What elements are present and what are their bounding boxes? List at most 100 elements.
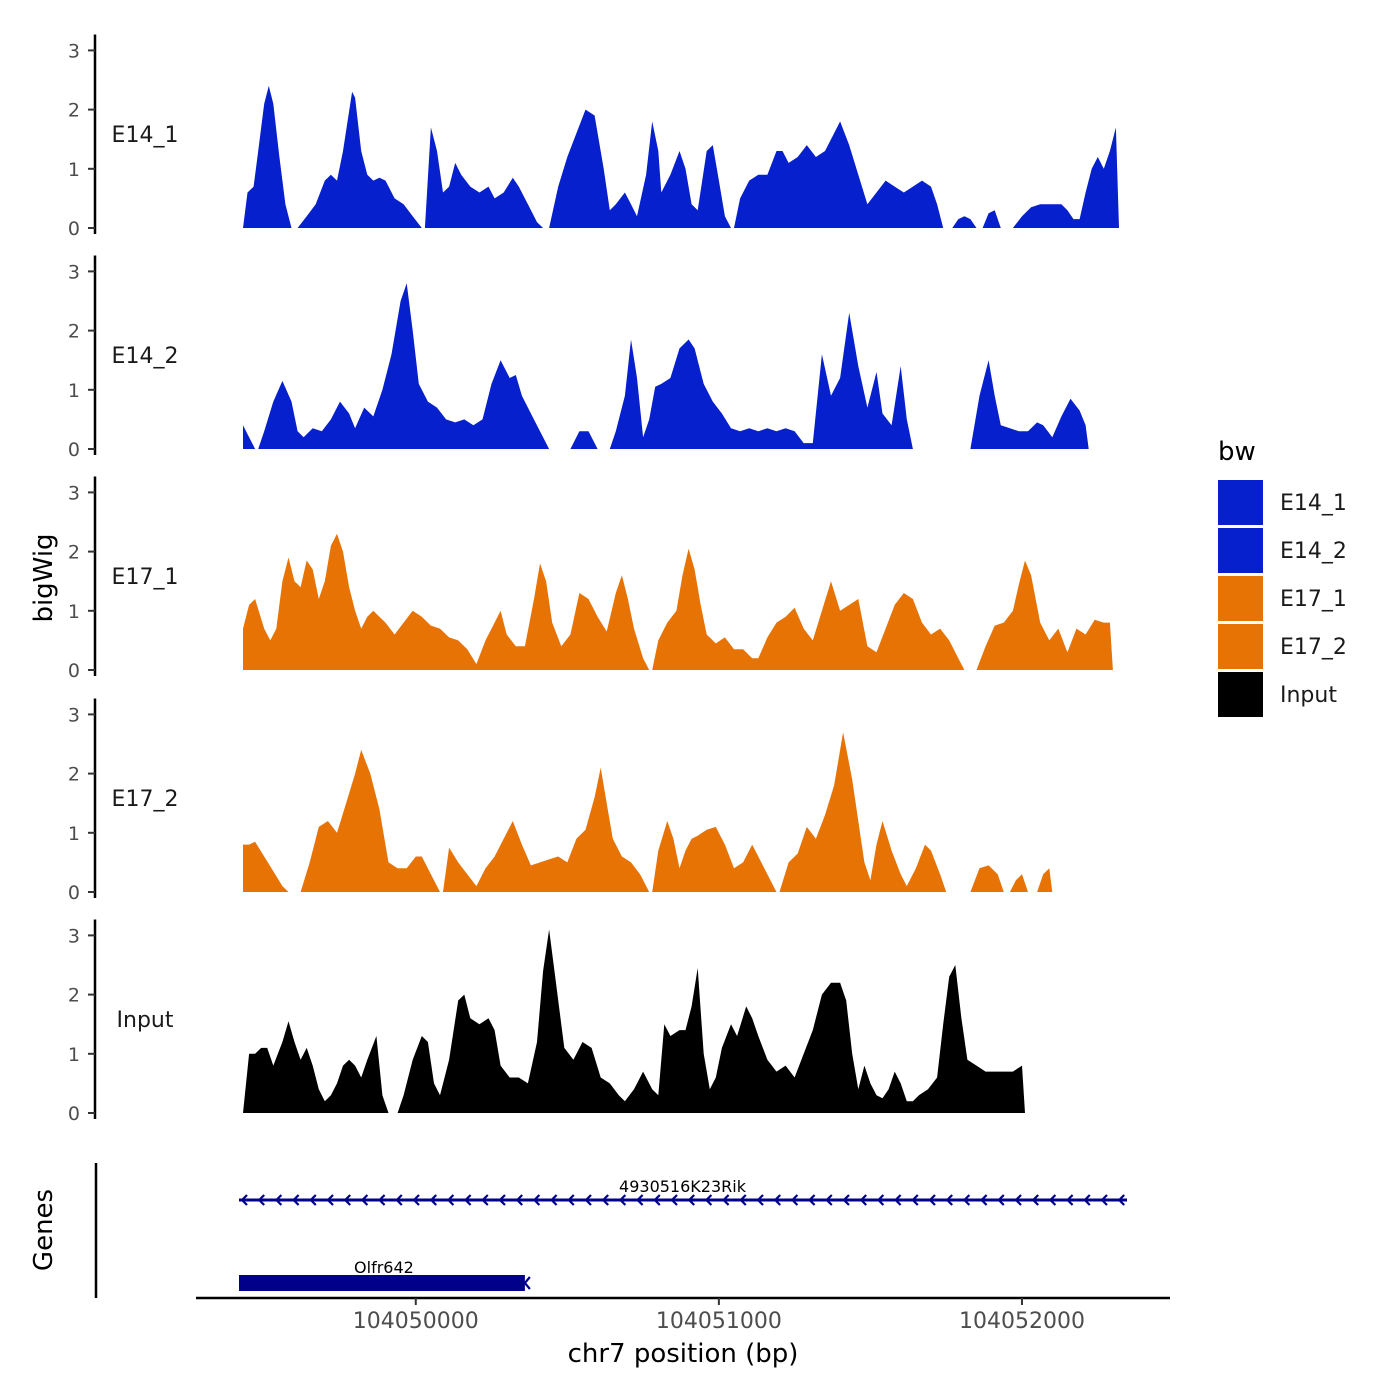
coverage-area [570, 431, 598, 449]
gene-track: Genes 4930516K23Rik Olfr642 [29, 1163, 1127, 1298]
strand-chevron [515, 1194, 523, 1206]
strand-chevron [980, 1194, 988, 1206]
strand-chevron [326, 1194, 334, 1206]
strand-chevron [292, 1194, 300, 1206]
coverage-area [549, 109, 731, 228]
strand-chevron [523, 1276, 531, 1290]
strand-chevron [1066, 1194, 1074, 1206]
legend-label: E17_2 [1280, 635, 1347, 660]
coverage-area [976, 560, 1113, 670]
y-tick-label: 3 [68, 261, 80, 283]
y-tick-label: 1 [68, 380, 80, 402]
gene-name: Olfr642 [354, 1258, 414, 1277]
y-tick-label: 1 [68, 823, 80, 845]
strand-chevron [859, 1194, 867, 1206]
strand-chevron [1100, 1194, 1108, 1206]
strand-chevron [945, 1194, 953, 1206]
track-E17_2: 0 1 2 3 E17_2 [68, 698, 1053, 904]
coverage-area [443, 767, 650, 892]
y-tick-label: 3 [68, 40, 80, 62]
x-tick-label: 104051000 [656, 1309, 782, 1334]
strand-chevron [498, 1194, 506, 1206]
strand-chevron [378, 1194, 386, 1206]
y-tick-label: 0 [68, 1103, 80, 1125]
coverage-area [970, 360, 1089, 449]
strand-chevron [1048, 1194, 1057, 1206]
gene-track-label: Genes [29, 1189, 59, 1271]
coverage-area [243, 425, 256, 449]
legend-swatch [1218, 672, 1263, 717]
track-Input: 0 1 2 3 Input [68, 919, 1026, 1125]
coverage-area [1037, 868, 1053, 892]
strand-chevron [550, 1194, 558, 1206]
coverage-area [1012, 127, 1119, 228]
legend-swatch [1218, 624, 1263, 669]
y-tick-label: 1 [68, 1044, 80, 1066]
x-axis-title: chr7 position (bp) [568, 1339, 799, 1369]
y-tick-label: 0 [68, 218, 80, 240]
y-tick-label: 3 [68, 482, 80, 504]
x-tick-label: 104052000 [959, 1309, 1085, 1334]
coverage-area [243, 533, 650, 670]
strand-chevron [567, 1194, 575, 1206]
strand-chevron [309, 1194, 317, 1206]
strand-chevron [773, 1194, 781, 1206]
strand-chevron [429, 1194, 437, 1206]
y-axis-title: bigWig [29, 533, 59, 622]
legend-item-E17_1: E17_1 [1218, 576, 1347, 621]
coverage-area [952, 216, 977, 228]
strand-chevron [395, 1194, 403, 1206]
strand-chevron [240, 1194, 248, 1206]
y-tick-label: 2 [68, 764, 80, 786]
coverage-area [300, 749, 440, 892]
coverage-area [779, 732, 947, 892]
strand-chevron [962, 1194, 971, 1206]
strand-chevron [1031, 1194, 1039, 1206]
legend-title: bw [1218, 437, 1256, 467]
coverage-area [652, 821, 777, 892]
strand-chevron [928, 1194, 936, 1206]
strand-chevron [343, 1194, 351, 1206]
strand-chevron [704, 1194, 713, 1206]
coverage-area [1009, 874, 1028, 892]
legend-label: E17_1 [1280, 587, 1347, 612]
y-tick-label: 3 [68, 925, 80, 947]
y-tick-label: 0 [68, 660, 80, 682]
strand-chevron [601, 1194, 609, 1206]
track-label: E14_1 [112, 123, 179, 148]
strand-chevron [911, 1194, 919, 1206]
track-label: E17_2 [112, 787, 179, 812]
strand-chevron [756, 1194, 764, 1206]
strand-chevron [584, 1194, 592, 1206]
strand-chevron [739, 1194, 747, 1206]
strand-chevron [997, 1194, 1005, 1206]
coverage-area [243, 85, 292, 229]
y-tick-label: 1 [68, 601, 80, 623]
track-E14_2: 0 1 2 3 E14_2 [68, 255, 1089, 461]
legend-item-E14_2: E14_2 [1218, 528, 1347, 573]
legend-swatch [1218, 480, 1263, 525]
legend: bw E14_1 E14_2 E17_1 E17_2 Input [1218, 437, 1347, 717]
strand-chevron [481, 1194, 489, 1206]
strand-chevron [360, 1194, 369, 1206]
legend-label: Input [1280, 683, 1337, 708]
coverage-area [609, 312, 913, 449]
strand-chevron [842, 1194, 850, 1206]
strand-chevron [808, 1194, 816, 1206]
legend-label: E14_1 [1280, 491, 1347, 516]
track-E17_1: 0 1 2 3 E17_1 [68, 476, 1113, 682]
strand-chevron [1014, 1194, 1022, 1206]
y-tick-label: 2 [68, 100, 80, 122]
strand-chevron [532, 1194, 541, 1206]
track-label: E17_1 [112, 565, 179, 590]
track-label: E14_2 [112, 344, 179, 369]
strand-chevron [894, 1194, 902, 1206]
gene-4930516K23Rik: 4930516K23Rik [239, 1177, 1127, 1206]
strand-chevron [412, 1194, 420, 1206]
y-tick-label: 2 [68, 985, 80, 1007]
y-tick-label: 0 [68, 439, 80, 461]
coverage-area [982, 210, 1001, 228]
legend-item-E17_2: E17_2 [1218, 624, 1347, 669]
coverage-area [243, 1021, 389, 1113]
strand-chevron [1117, 1194, 1125, 1206]
